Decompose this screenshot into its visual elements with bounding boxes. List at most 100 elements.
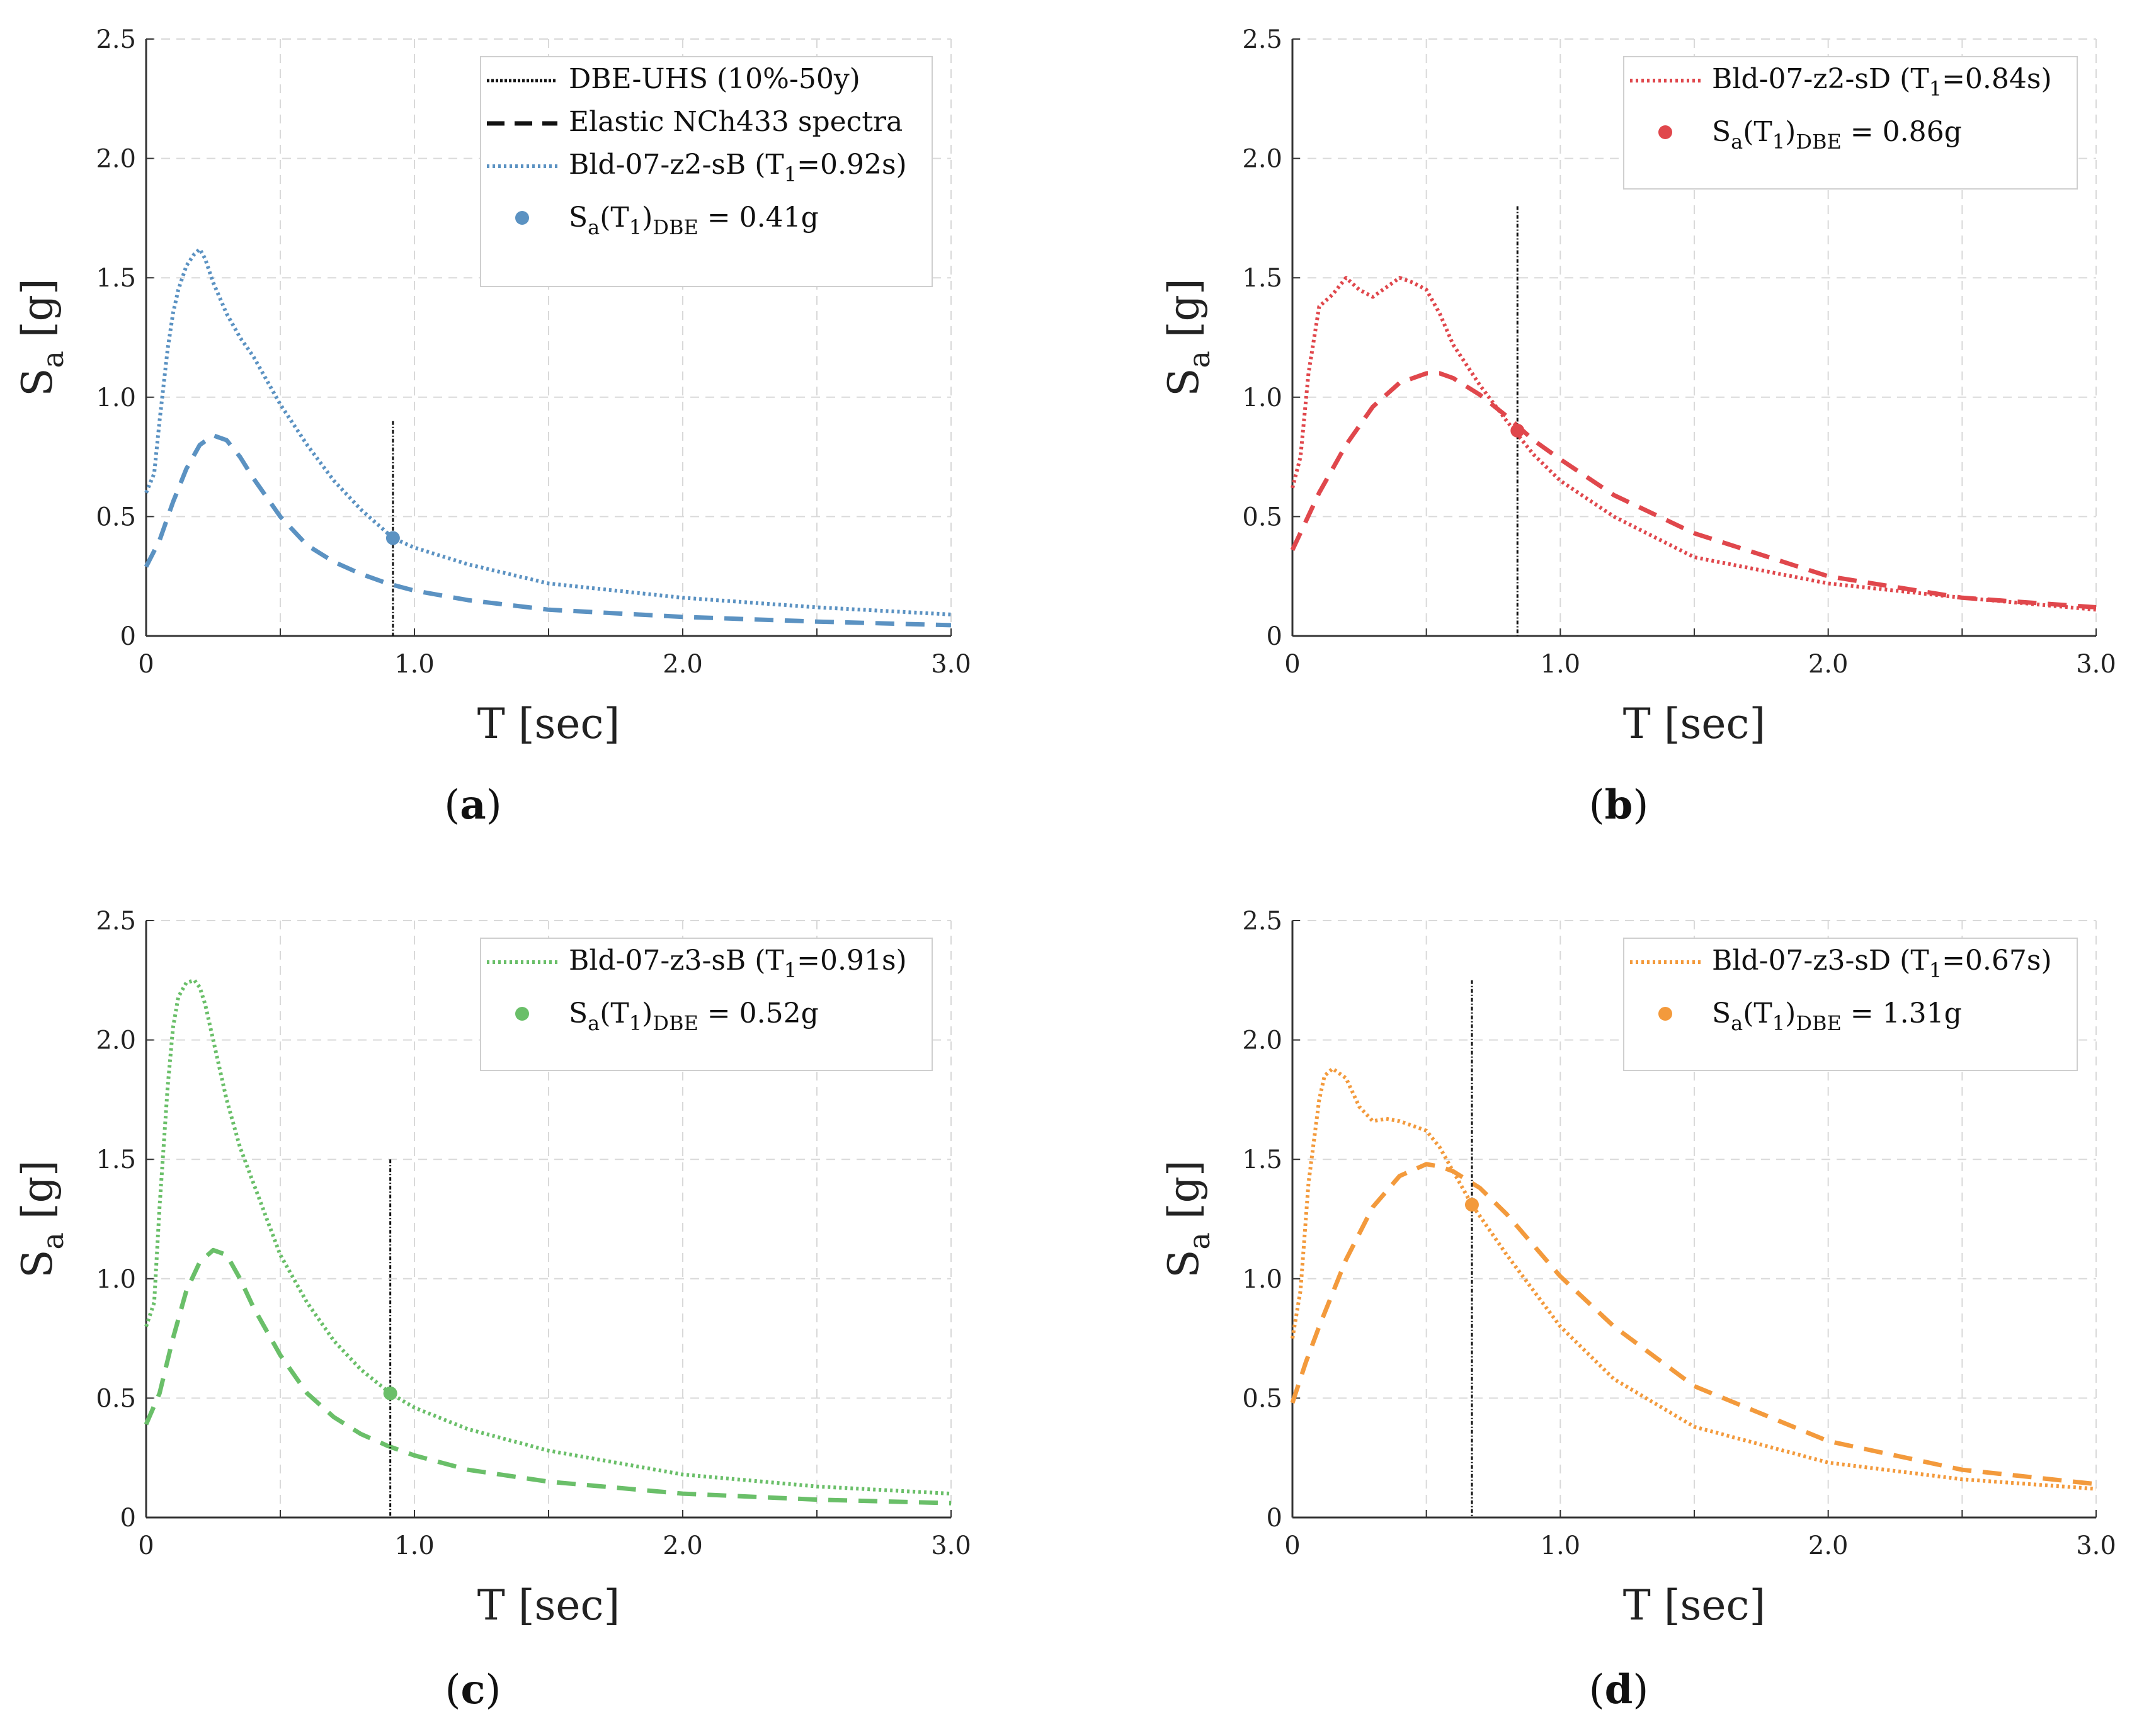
- x-tick-label: 3.0: [2076, 1531, 2116, 1560]
- legend-label: Bld-07-z2-sD (T1=0.84s): [1712, 63, 2052, 101]
- legend-label-text: Bld-07-z2-sD (T: [1712, 63, 1929, 95]
- x-axis-label: T [sec]: [477, 700, 620, 748]
- x-axis-label-unit: [sec]: [518, 1581, 620, 1630]
- panel-label-close: ): [486, 782, 502, 829]
- panel-b: 0 1.0 2.0 3.0 0 0.5 1.0 1.5 2.0 2.5 T [sec] Sa [g] B…: [1160, 25, 2116, 829]
- legend-marker-sub-a: a: [1731, 1011, 1743, 1035]
- x-tick-label: 2.0: [1808, 650, 1849, 679]
- legend-label: Bld-07-z3-sB (T1=0.91s): [569, 945, 907, 982]
- panel-c: 0 1.0 2.0 3.0 0 0.5 1.0 1.5 2.0 2.5 T [sec] Sa [g] B…: [13, 907, 971, 1713]
- legend-marker-sub-dbe: DBE: [1796, 1011, 1842, 1035]
- y-axis-label-subscript: a: [1182, 351, 1216, 368]
- legend-label-tail: =0.91s): [797, 945, 907, 977]
- x-axis-label-unit: [sec]: [1664, 700, 1765, 748]
- legend-label-subscript: 1: [784, 958, 797, 982]
- y-tick-label: 0: [1267, 622, 1282, 651]
- x-tick-label: 0: [1284, 650, 1300, 679]
- legend-marker-sub-1: 1: [1772, 1011, 1785, 1035]
- sa-t1-marker: [383, 1386, 397, 1400]
- x-tick-label: 0: [138, 1531, 154, 1560]
- legend-marker-s: S: [1712, 997, 1731, 1030]
- legend-label: DBE-UHS (10%-50y): [569, 63, 860, 95]
- sa-t1-marker: [385, 531, 400, 545]
- y-tick-label: 0.5: [1242, 502, 1282, 531]
- y-tick-label: 2.0: [96, 1026, 136, 1055]
- sa-t1-marker: [1510, 423, 1525, 438]
- legend-label-subscript: 1: [1929, 958, 1942, 982]
- legend-marker-value: = 1.31g: [1842, 997, 1962, 1030]
- y-tick-label: 2.5: [96, 907, 136, 936]
- panel-label: (b): [1589, 781, 1649, 829]
- x-axis-label: T [sec]: [1623, 700, 1765, 748]
- y-axis-label-symbol: S: [13, 1249, 62, 1278]
- legend-label-text: DBE-UHS (10%-50y): [569, 63, 860, 95]
- legend-label-text: Bld-07-z3-sD (T: [1712, 945, 1929, 977]
- x-tick-label: 3.0: [2076, 650, 2116, 679]
- x-axis-label: T [sec]: [1623, 1581, 1765, 1630]
- legend-label: Bld-07-z2-sB (T1=0.92s): [569, 149, 907, 186]
- y-tick-label: 0.5: [1242, 1384, 1282, 1413]
- y-tick-label: 0.5: [96, 1384, 136, 1413]
- y-tick-label: 0: [120, 622, 136, 651]
- panel-label-open: (: [1589, 782, 1605, 829]
- y-tick-label: 1.0: [1242, 383, 1282, 412]
- building-spectrum-line: [1291, 276, 2097, 612]
- y-tick-label: 1.5: [1242, 1145, 1282, 1174]
- y-axis-label-unit: [g]: [13, 278, 62, 351]
- panel-d: 0 1.0 2.0 3.0 0 0.5 1.0 1.5 2.0 2.5 T [sec] Sa [g] B…: [1160, 907, 2116, 1713]
- y-axis-label-subscript: a: [1182, 1232, 1216, 1249]
- legend-label-text: Elastic NCh433 spectra: [569, 106, 903, 138]
- panel-label-letter: a: [460, 781, 486, 829]
- legend-marker-label: Sa(T1)DBE = 0.52g: [569, 997, 819, 1035]
- x-axis-label-symbol: T: [477, 700, 518, 748]
- legend-marker-s: S: [1712, 116, 1731, 148]
- legend-marker-sub-1: 1: [1772, 130, 1785, 154]
- y-tick-label: 0.5: [96, 502, 136, 531]
- legend-marker-sub-dbe: DBE: [1796, 130, 1842, 154]
- y-tick-label: 1.5: [96, 1145, 136, 1174]
- legend-marker-sub-dbe: DBE: [653, 215, 698, 239]
- building-spectrum-line: [144, 247, 952, 616]
- legend-marker-sub-a: a: [588, 215, 600, 239]
- building-spectrum-line: [144, 978, 952, 1496]
- legend-label-tail: =0.92s): [797, 149, 907, 181]
- elastic-spectrum-line: [1290, 371, 2097, 610]
- elastic-spectrum-line: [144, 433, 952, 628]
- legend: Bld-07-z3-sB (T1=0.91s)Sa(T1)DBE = 0.52g: [480, 938, 933, 1071]
- panel-label-close: ): [1633, 1667, 1648, 1713]
- legend-marker-dot: [515, 1007, 529, 1021]
- x-axis-label-symbol: T: [1623, 1581, 1664, 1630]
- panel-a: 0 1.0 2.0 3.0 0 0.5 1.0 1.5 2.0 2.5 T [sec] Sa [g] D…: [13, 25, 971, 829]
- x-tick-label: 0: [1284, 1531, 1300, 1560]
- legend-marker-t: (T: [1743, 116, 1772, 148]
- panel-label-open: (: [1589, 1667, 1605, 1713]
- legend: Bld-07-z3-sD (T1=0.67s)Sa(T1)DBE = 1.31g: [1623, 938, 2078, 1071]
- panel-label-open: (: [445, 1667, 461, 1713]
- y-tick-label: 0: [1267, 1504, 1282, 1533]
- legend-marker-close: ): [1785, 116, 1796, 148]
- legend-marker-value: = 0.52g: [698, 997, 819, 1030]
- y-tick-label: 0: [120, 1504, 136, 1533]
- legend-marker-close: ): [1785, 997, 1796, 1030]
- legend-marker-sub-1: 1: [629, 215, 642, 239]
- legend-marker-t: (T: [600, 201, 629, 234]
- panel-label-letter: d: [1605, 1666, 1633, 1713]
- building-spectrum-line: [1291, 1067, 2097, 1491]
- legend-label-text: Bld-07-z3-sB (T: [569, 945, 784, 977]
- legend-marker-sub-1: 1: [629, 1011, 642, 1035]
- x-axis-label-symbol: T: [1623, 700, 1664, 748]
- legend-marker-sub-dbe: DBE: [653, 1011, 698, 1035]
- x-axis-label-unit: [sec]: [1664, 1581, 1765, 1630]
- legend-marker-value: = 0.86g: [1842, 116, 1962, 148]
- panel-label: (a): [444, 781, 501, 829]
- legend-label-text: Bld-07-z2-sB (T: [569, 149, 784, 181]
- y-axis-label-symbol: S: [13, 368, 62, 396]
- legend-label: Elastic NCh433 spectra: [569, 106, 903, 138]
- y-tick-label: 2.5: [1242, 25, 1282, 54]
- legend-label-subscript: 1: [784, 162, 797, 186]
- x-tick-label: 1.0: [394, 650, 435, 679]
- legend-marker-dot: [1658, 125, 1672, 139]
- y-axis-label-symbol: S: [1160, 368, 1208, 396]
- legend-label: Bld-07-z3-sD (T1=0.67s): [1712, 945, 2052, 982]
